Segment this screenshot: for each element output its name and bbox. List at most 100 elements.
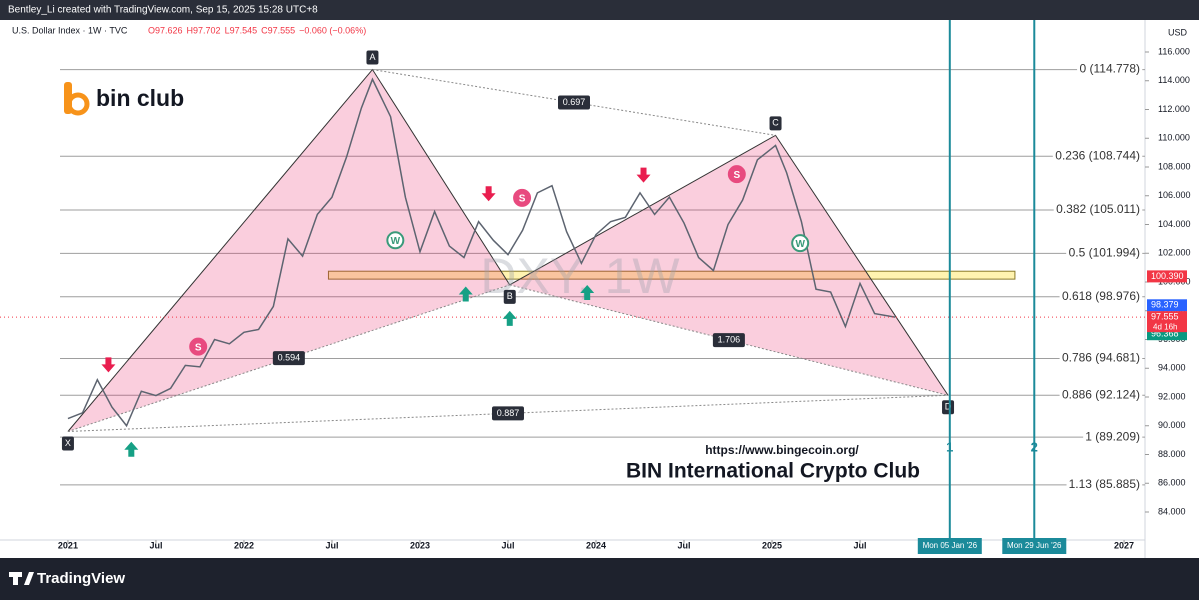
ohlc-value: O97.626 [148, 25, 183, 35]
fib-label: 0.786 (94.681) [1062, 351, 1140, 365]
point-box [366, 50, 379, 65]
bottom-bar [0, 558, 1199, 600]
fib-label: 0.618 (98.976) [1062, 289, 1140, 303]
arrow [580, 285, 595, 301]
arrow [101, 357, 116, 373]
price-label-box [1147, 299, 1187, 312]
price-label-box [1147, 311, 1187, 324]
marker-date-box [1002, 538, 1067, 554]
signal-label: S [195, 342, 202, 353]
y-tick-label: 112.000 [1158, 104, 1190, 114]
marker-date: Mon 29 Jun '26 [1007, 541, 1062, 550]
y-tick-label: 84.000 [1158, 506, 1186, 516]
point-box [769, 116, 782, 131]
marker-label: 2 [1031, 439, 1038, 454]
price-label: 96.368 [1151, 329, 1179, 339]
signal-label: W [795, 239, 805, 250]
x-tick-label: 2027 [1114, 540, 1134, 550]
signal [513, 188, 532, 207]
arrow [636, 167, 651, 183]
signal [386, 231, 405, 250]
y-tick-label: 114.000 [1158, 75, 1190, 85]
signal-label: S [519, 194, 526, 205]
arrow [502, 310, 517, 326]
fib-label: 1 (89.209) [1085, 429, 1140, 443]
point-label: C [772, 118, 779, 128]
y-tick-label: 88.000 [1158, 449, 1186, 459]
x-tick-label: 2024 [586, 540, 606, 550]
point-label: D [945, 402, 952, 412]
pattern-fill [509, 135, 949, 396]
signal-label: W [391, 236, 401, 247]
logo: bin club [96, 85, 184, 111]
fib-label: 0.236 (108.744) [1055, 148, 1140, 162]
ratio-label: 0.887 [497, 408, 520, 418]
signal [727, 165, 746, 184]
url: https://www.bingecoin.org/ [705, 443, 859, 457]
y-tick-label: 104.000 [1158, 219, 1191, 229]
price-axis [1145, 20, 1199, 558]
ratio-label: 0.697 [563, 97, 586, 107]
x-tick-label: 2021 [58, 540, 78, 550]
price-label: 100.390 [1151, 271, 1184, 281]
signal [189, 337, 208, 356]
arrow [458, 286, 473, 302]
y-tick-label: 108.000 [1158, 161, 1191, 171]
y-tick-label: 94.000 [1158, 363, 1186, 373]
countdown: 4d 16h [1153, 322, 1177, 331]
price-label: 98.379 [1151, 300, 1179, 310]
x-tick-label: Jul [149, 540, 162, 550]
fib-label: 1.13 (85.885) [1069, 477, 1140, 491]
point-box [61, 436, 74, 451]
currency: USD [1168, 27, 1188, 37]
brand-icon [9, 572, 34, 585]
y-tick-label: 92.000 [1158, 391, 1186, 401]
point-box [503, 289, 516, 304]
club-name: BIN International Crypto Club [626, 460, 920, 483]
ohlc-value: −0.060 (−0.06%) [299, 25, 366, 35]
x-tick-label: 2025 [762, 540, 782, 550]
ohlc-value: L97.545 [225, 25, 258, 35]
price-line [67, 77, 896, 428]
arrow [481, 186, 496, 202]
signal-label: S [733, 170, 740, 181]
top-bar-text: Bentley_Li created with TradingView.com,… [8, 5, 318, 16]
fib-label: 0.886 (92.124) [1062, 387, 1140, 401]
y-tick-label: 102.000 [1158, 248, 1191, 258]
x-tick-label: Jul [677, 540, 690, 550]
point-label: B [507, 291, 513, 301]
x-tick-label: Jul [854, 540, 867, 550]
point-label: X [65, 438, 71, 448]
x-tick-label: 2022 [234, 540, 254, 550]
price-label-box [1147, 270, 1187, 283]
y-tick-label: 110.000 [1158, 133, 1190, 143]
point-label: A [369, 52, 375, 62]
marker-date-box [917, 538, 982, 554]
countdown-box [1147, 322, 1187, 333]
fib-label: 0.5 (101.994) [1069, 246, 1140, 260]
marker-label: 1 [946, 439, 953, 454]
y-tick-label: 116.000 [1158, 46, 1190, 56]
arrow [124, 441, 139, 457]
ratio-box [272, 351, 305, 366]
zone [327, 270, 1016, 280]
plot [0, 68, 1145, 486]
fib-label: 0 (114.778) [1080, 62, 1141, 76]
ratio-label: 1.706 [718, 334, 741, 344]
ratio-box [557, 95, 590, 110]
ohlc-value: H97.702 [187, 25, 221, 35]
y-tick-label: 86.000 [1158, 478, 1186, 488]
ratio-label: 0.594 [278, 353, 301, 363]
ohlc-value: C97.555 [261, 25, 295, 35]
y-tick-label: 90.000 [1158, 420, 1186, 430]
top-bar [0, 0, 1199, 20]
logo-icon [64, 82, 90, 116]
brand: TradingView [37, 570, 125, 587]
ratio-box [712, 333, 745, 348]
point-box [942, 400, 955, 415]
x-tick-label: 2023 [410, 540, 430, 550]
x-tick-label: Jul [501, 540, 514, 550]
signal [791, 234, 810, 253]
